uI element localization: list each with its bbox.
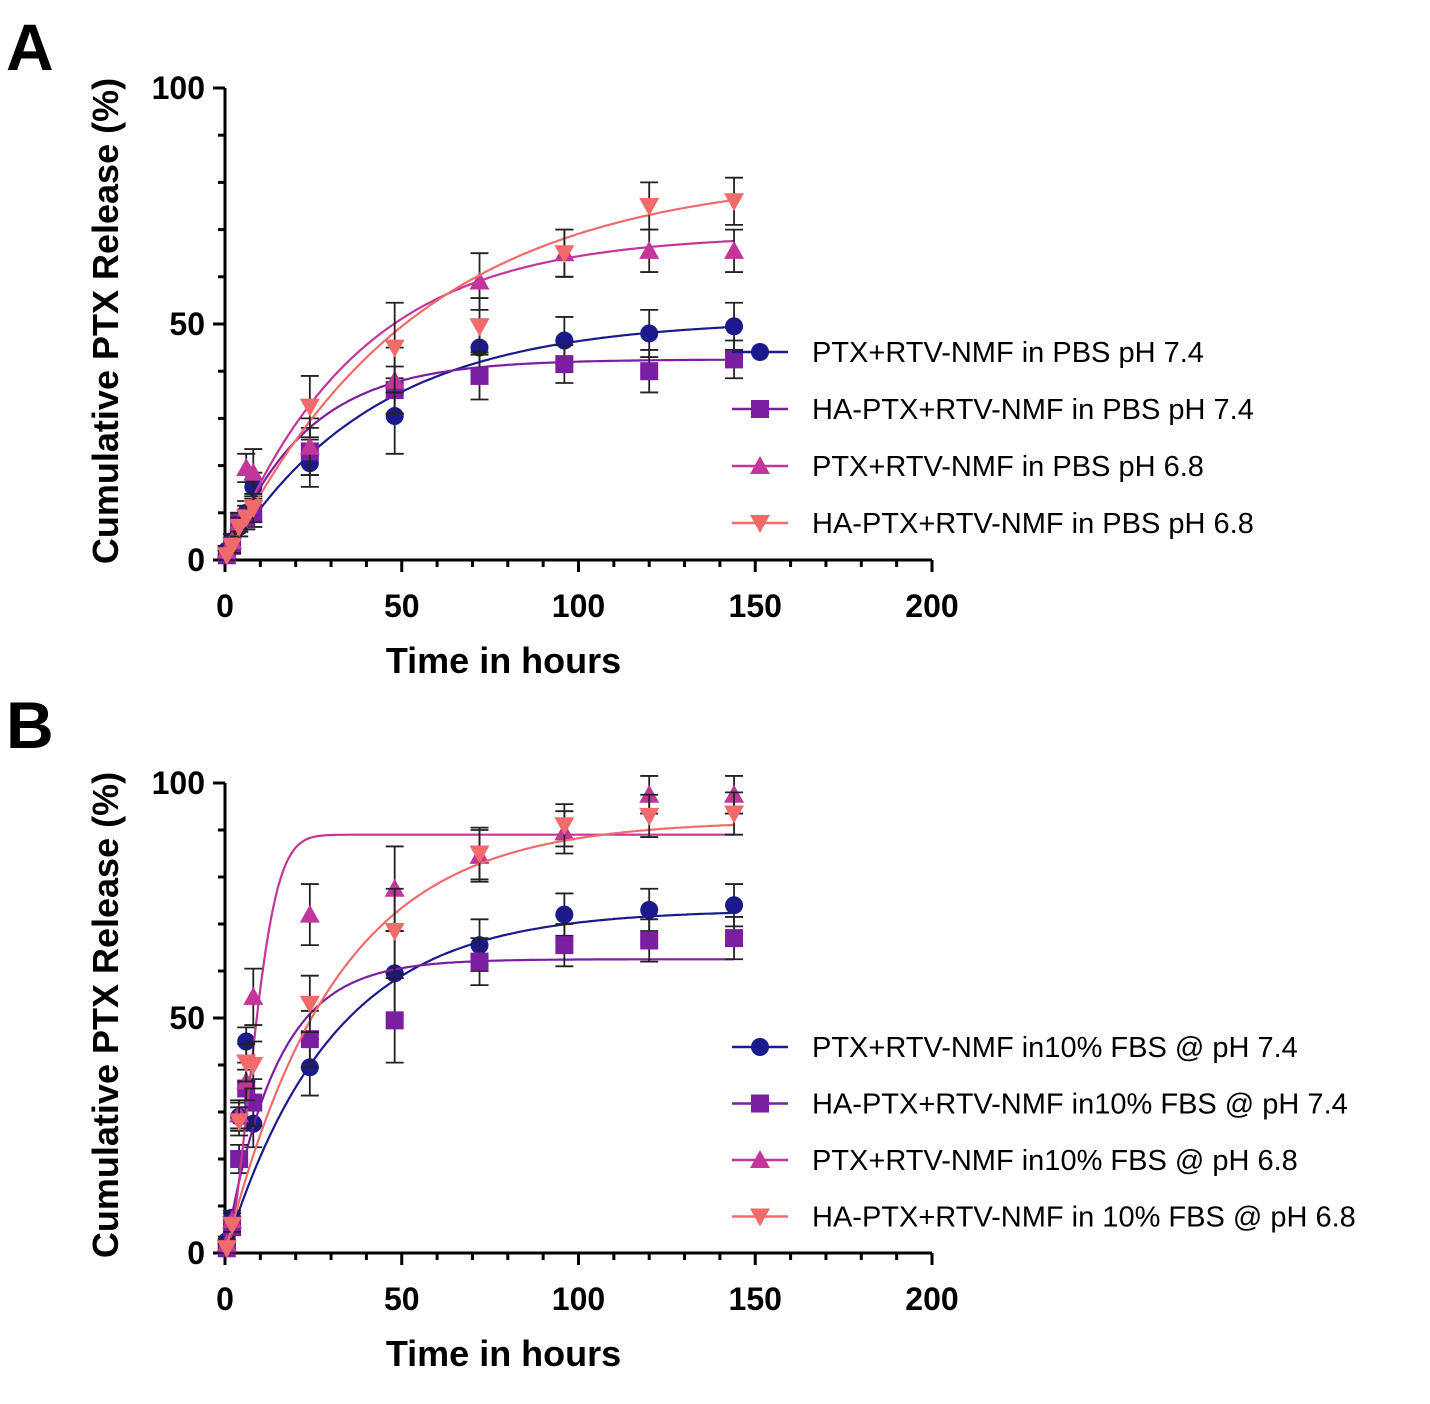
data-point [216,1240,237,1259]
data-point [230,1150,249,1168]
x-tick-label-b: 150 [729,1281,782,1317]
legend-label: HA-PTX+RTV-NMF in 10% FBS @ pH 6.8 [812,1202,1356,1234]
y-axis-title-a: Cumulative PTX Release (%) [85,78,126,564]
x-tick-label-b: 100 [552,1281,605,1317]
legend-marker [751,1094,769,1113]
data-point [243,986,264,1005]
data-point [469,318,490,337]
x-tick-label-b: 0 [216,1281,234,1317]
legend-label: HA-PTX+RTV-NMF in PBS pH 6.8 [812,508,1254,540]
data-point [640,931,659,950]
data-point [555,936,574,955]
data-point [243,1057,264,1075]
data-point [640,324,659,343]
data-point [243,462,264,481]
data-point [384,339,405,358]
data-point [639,807,660,826]
series-b-4 [216,791,745,1259]
x-tick-label-b: 50 [384,1281,420,1317]
legend-marker [751,400,769,418]
data-point [554,245,575,264]
panel-letter-a: A [6,10,54,84]
legend-label: HA-PTX+RTV-NMF in PBS pH 7.4 [812,394,1254,426]
x-tick-label-a: 50 [384,588,420,624]
legend-b: PTX+RTV-NMF in10% FBS @ pH 7.4 HA-PTX+RTV… [732,1032,1356,1234]
data-point [299,398,320,417]
y-tick-label-a: 50 [169,306,205,342]
y-tick-label-b: 50 [169,1000,205,1036]
y-tick-label-a: 100 [152,70,205,106]
legend-marker [750,456,770,474]
data-point [222,1216,243,1235]
data-point [469,845,490,864]
data-point [384,878,405,897]
data-point [639,784,660,803]
y-tick-label-b: 100 [152,765,205,801]
data-point [385,1011,404,1030]
fit-curve [223,958,734,1254]
data-point [222,537,243,556]
legend-label: PTX+RTV-NMF in10% FBS @ pH 7.4 [812,1032,1298,1064]
data-point [299,995,320,1014]
series-a-4 [216,176,745,566]
x-axis-title-b: Time in hours [386,1333,621,1374]
data-point [724,193,745,212]
data-point [243,500,264,519]
legend-a: PTX+RTV-NMF in PBS pH 7.4 HA-PTX+RTV-NMF … [732,337,1254,540]
data-point [725,350,744,369]
data-point [299,436,320,455]
data-point [725,929,744,948]
data-point [724,805,745,824]
chart-a: 0 50 100 0 50 100 150 200 Time in hours Cumulativ… [85,70,1254,681]
legend-label: HA-PTX+RTV-NMF in10% FBS @ pH 7.4 [812,1089,1348,1121]
y-tick-label-b: 0 [187,1235,205,1271]
data-point [725,317,744,336]
data-point [470,952,489,971]
data-point [229,1113,250,1132]
legend-marker [750,1150,770,1168]
x-tick-label-b: 200 [905,1281,958,1317]
data-point [555,355,574,374]
data-point [385,407,404,426]
x-axis-title-a: Time in hours [386,640,621,681]
legend-marker [751,343,769,361]
y-tick-label-a: 0 [187,542,205,578]
data-point [555,905,574,924]
data-point [639,240,660,259]
data-point [384,923,405,942]
x-tick-label-a: 200 [905,588,958,624]
x-tick-label-a: 0 [216,588,234,624]
y-axis-title-b: Cumulative PTX Release (%) [85,772,126,1258]
legend-label: PTX+RTV-NMF in PBS pH 7.4 [812,337,1204,369]
data-point [554,817,575,836]
x-tick-label-a: 150 [729,588,782,624]
data-point [300,1030,319,1049]
data-point [470,366,489,385]
legend-label: PTX+RTV-NMF in10% FBS @ pH 6.8 [812,1145,1298,1177]
chart-b: 0 50 100 0 50 100 150 200 Time in hours Cumulativ… [85,765,1356,1374]
data-point [640,900,659,919]
panel-letter-b: B [6,688,54,762]
data-point [299,904,320,923]
data-point [725,896,744,915]
series-a-2 [217,339,744,565]
legend-marker [750,515,770,533]
legend-label: PTX+RTV-NMF in PBS pH 6.8 [812,451,1204,483]
data-point [469,271,490,290]
data-point [640,362,659,381]
x-tick-label-a: 100 [552,588,605,624]
legend-marker [750,1208,770,1227]
legend-marker [751,1038,769,1056]
data-point [639,198,660,216]
data-point [724,240,745,259]
